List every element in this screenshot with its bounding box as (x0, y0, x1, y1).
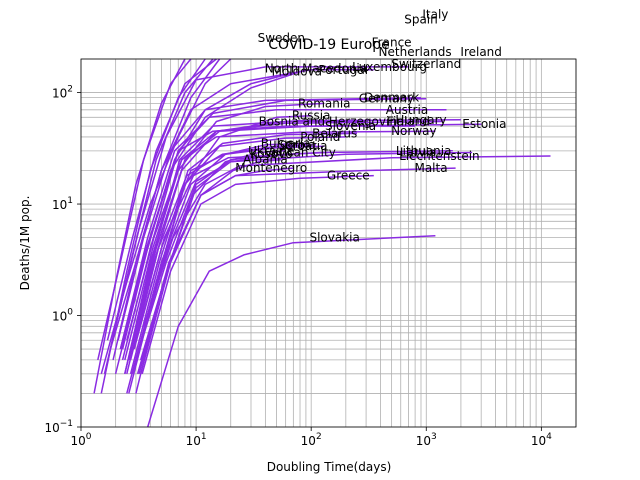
series-line (135, 150, 453, 341)
country-label: Germany (359, 92, 414, 106)
tick-label: 102 (52, 85, 73, 101)
series-line (114, 66, 409, 327)
tick-label: 101 (52, 196, 73, 212)
country-label: Switzerland (391, 57, 461, 71)
country-label: Slovakia (309, 231, 359, 245)
y-axis-label: Deaths/1M pop. (18, 196, 32, 291)
country-label: Italy (422, 8, 448, 22)
series-line (119, 109, 447, 350)
country-label: Bulgaria (261, 136, 311, 150)
series-line (126, 130, 436, 341)
country-label: France (372, 36, 412, 50)
chart-title: COVID-19 Europe (268, 37, 390, 53)
series-line (146, 234, 436, 428)
series-line (106, 58, 217, 341)
country-label: Sweden (258, 31, 305, 45)
country-label: Portugal (318, 63, 368, 77)
country-label: Lithuania (396, 144, 452, 158)
country-label: Ireland (460, 45, 502, 59)
series-line (124, 120, 367, 361)
series-line (97, 58, 192, 361)
series-line (131, 142, 306, 374)
country-label: Liechtenstein (399, 149, 480, 163)
country-label: Greece (327, 169, 370, 183)
series-line (141, 174, 374, 375)
country-label: Bosnia and Herzegovina (259, 115, 405, 129)
country-label: Hungary (395, 113, 446, 127)
country-label: Serbia (278, 138, 316, 152)
country-label: Russia (292, 109, 331, 123)
series-line (142, 155, 551, 327)
country-label: Latvia (400, 145, 437, 159)
country-label: North Macedonia (265, 61, 367, 75)
x-axis-label: Doubling Time(days) (267, 460, 392, 474)
country-label: Spain (404, 13, 438, 27)
series-line (129, 132, 358, 374)
country-label: Vatican City (264, 145, 336, 159)
country-label: Malta (414, 161, 447, 175)
country-label: Estonia (462, 117, 506, 131)
country-label: Croatia (284, 139, 327, 153)
series-lines (93, 58, 551, 428)
tick-label: 10−1 (44, 419, 73, 435)
country-label: Montenegro (235, 161, 307, 175)
series-line (124, 119, 461, 374)
series-line (126, 120, 444, 374)
plot-area-frame (80, 58, 577, 428)
country-label: Ukraine (248, 144, 294, 158)
country-label: Slovenia (325, 119, 376, 133)
country-label: Romania (298, 96, 350, 110)
country-label: Albania (243, 153, 288, 167)
country-label: Belarus (312, 126, 357, 140)
series-line (129, 144, 316, 361)
country-label: Kosovo (250, 147, 293, 161)
series-line (119, 72, 294, 350)
country-label: Denmark (364, 91, 419, 105)
country-label: Poland (300, 130, 340, 144)
tick-label: 102 (301, 432, 322, 448)
tick-label: 104 (531, 432, 552, 448)
country-label: Luxembourg (352, 60, 427, 74)
country-label: Moldova (272, 64, 322, 78)
tick-label: 103 (416, 432, 437, 448)
tick-label: 101 (186, 432, 207, 448)
country-label: Norway (391, 124, 437, 138)
country-label: Finland (387, 115, 430, 129)
tick-label: 100 (52, 308, 73, 324)
series-line (139, 167, 456, 361)
tick-label: 100 (70, 432, 91, 448)
country-label: Netherlands (379, 45, 452, 59)
country-label: Austria (386, 103, 428, 117)
series-line (112, 69, 374, 361)
